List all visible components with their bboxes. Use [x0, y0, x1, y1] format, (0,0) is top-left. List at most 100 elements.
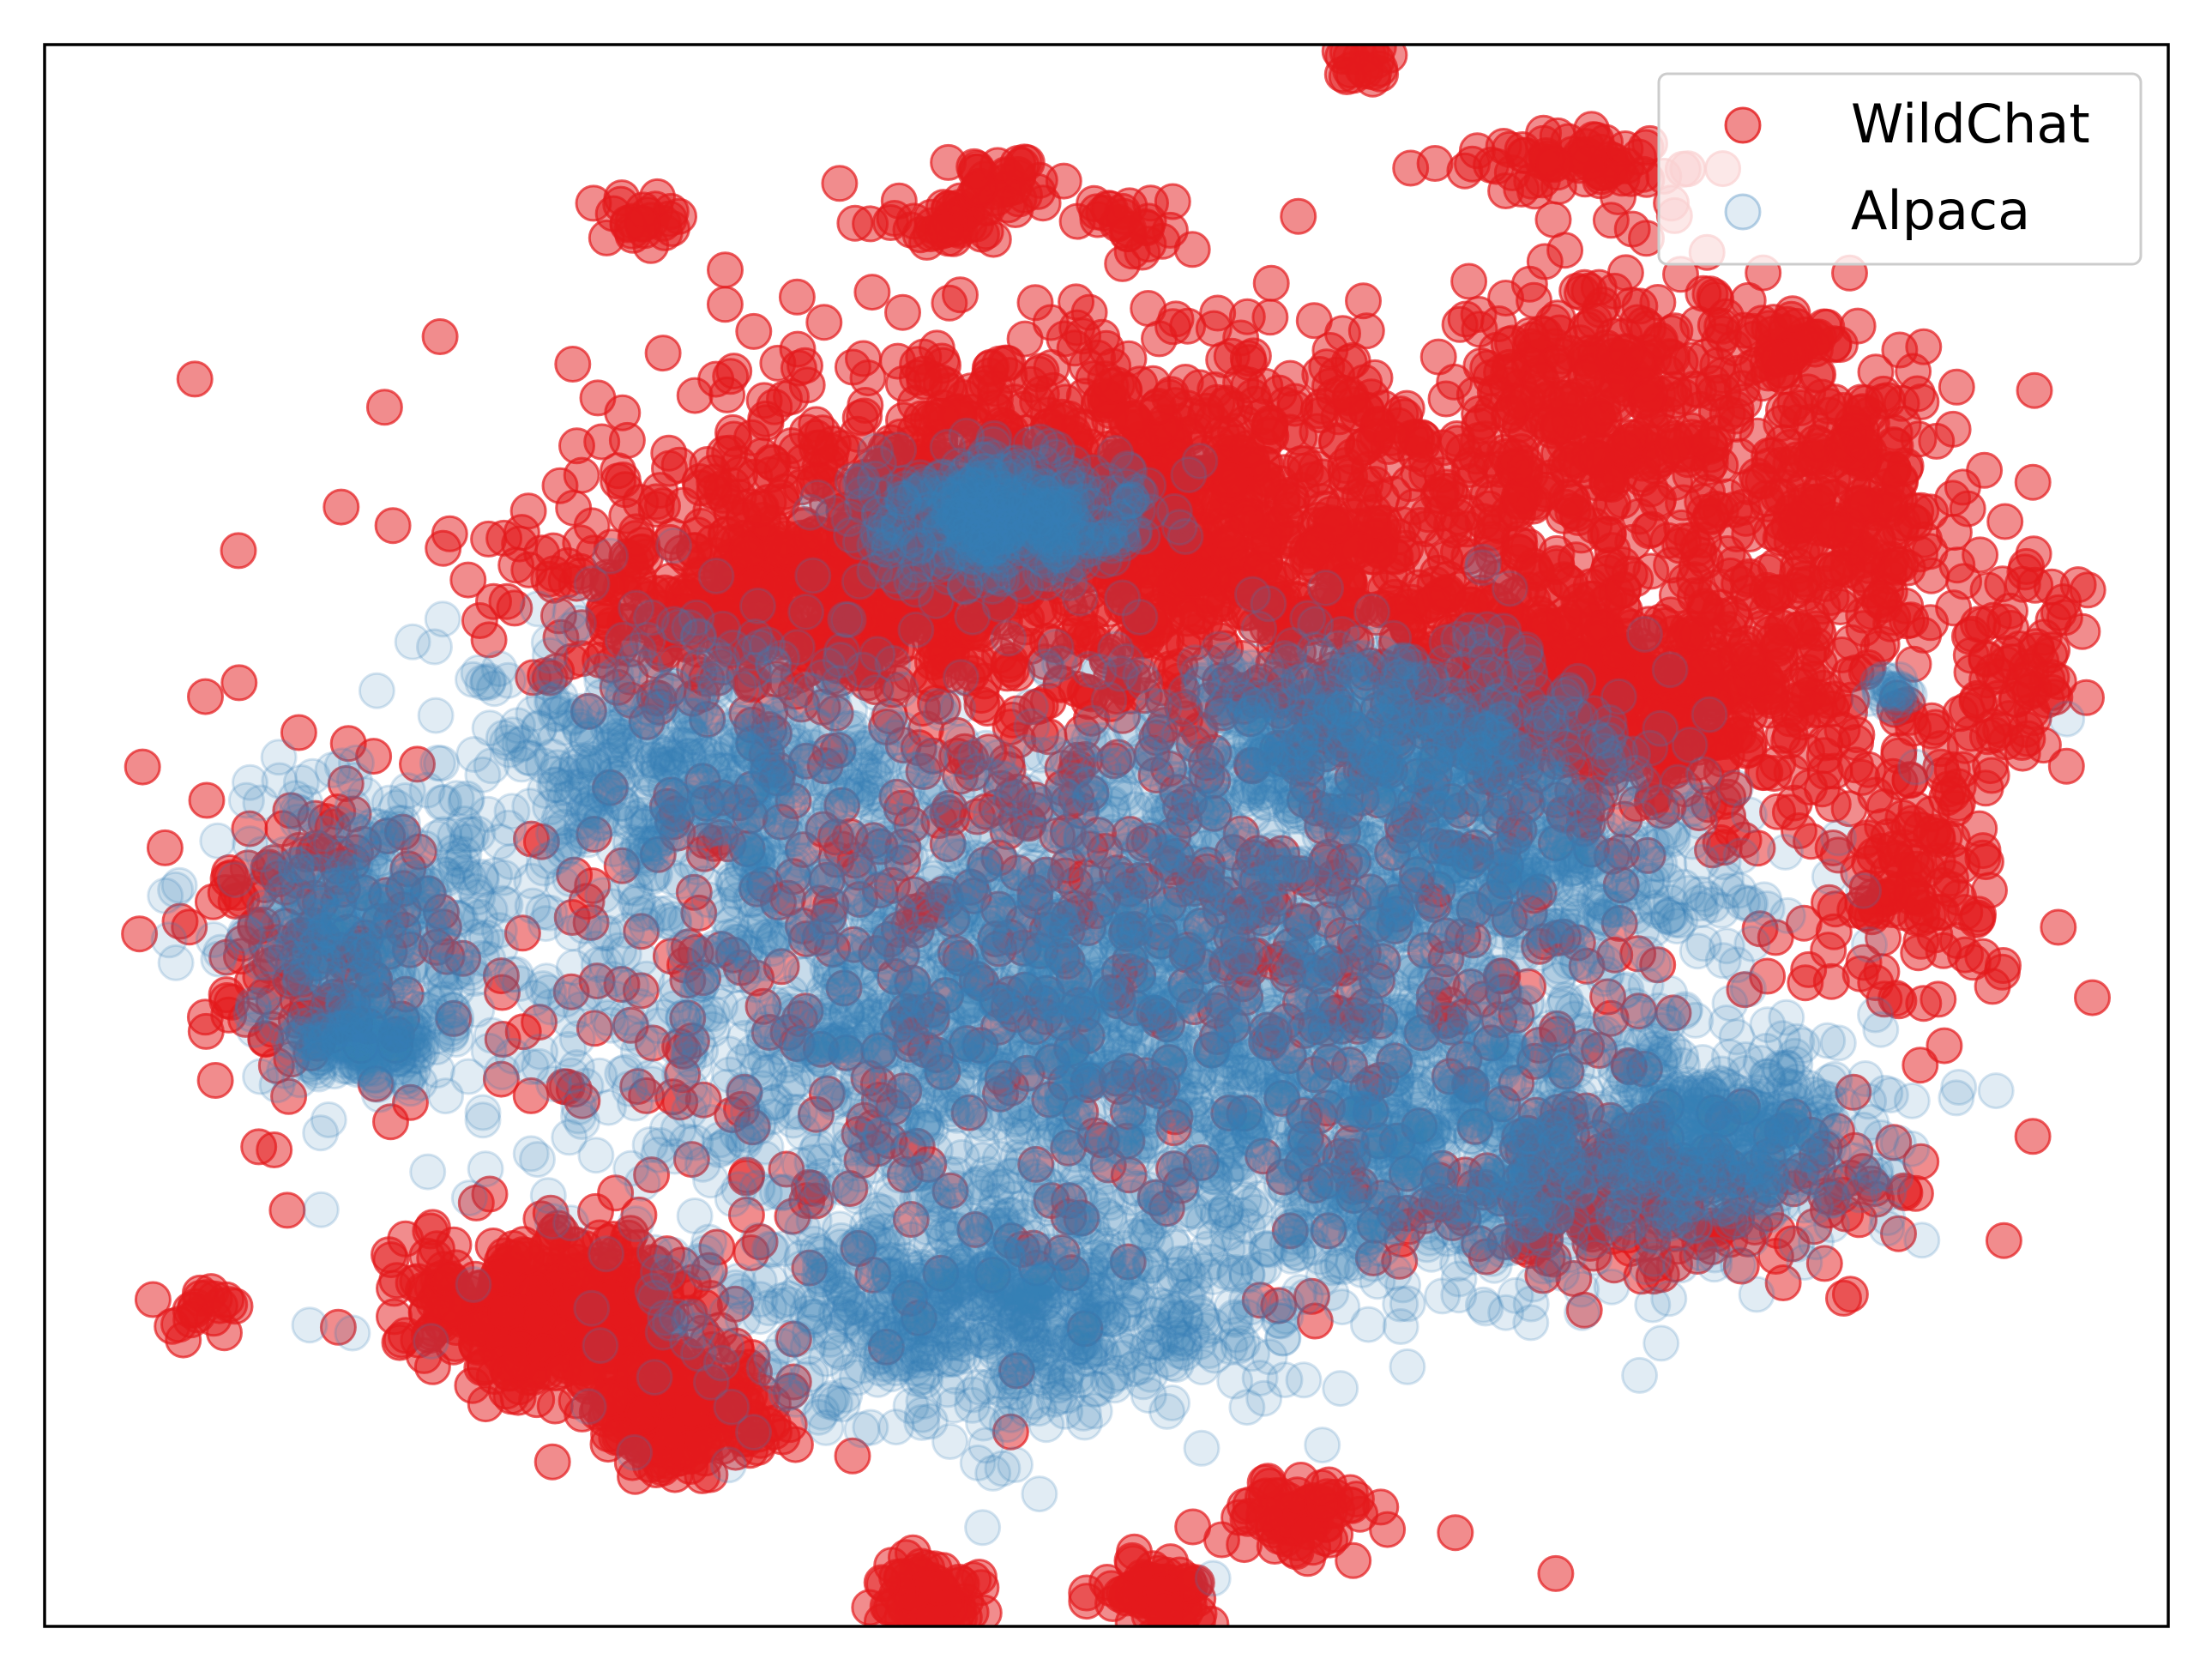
point-wildchat — [435, 1226, 473, 1264]
point-wildchat — [802, 429, 839, 467]
point-wildchat — [728, 534, 766, 571]
point-wildchat — [188, 781, 226, 819]
point-wildchat — [1304, 458, 1341, 496]
scatter-points-layer — [121, 45, 2111, 1626]
point-wildchat — [558, 427, 595, 465]
point-wildchat — [1849, 751, 1887, 788]
point-wildchat — [1614, 523, 1652, 561]
point-wildchat — [742, 489, 780, 527]
point-wildchat — [1271, 491, 1309, 528]
point-wildchat — [1345, 282, 1382, 320]
point-wildchat — [457, 1310, 495, 1348]
point-wildchat — [467, 1385, 504, 1423]
point-wildchat — [841, 399, 879, 437]
point-wildchat — [1892, 601, 1930, 639]
point-wildchat — [1902, 811, 1940, 848]
point-wildchat — [121, 915, 159, 953]
point-wildchat — [1145, 1590, 1183, 1626]
point-wildchat — [1609, 334, 1647, 371]
point-wildchat — [1862, 579, 1900, 617]
point-wildchat — [425, 529, 462, 567]
point-wildchat — [1450, 262, 1488, 300]
point-wildchat — [1056, 329, 1094, 367]
point-wildchat — [1563, 516, 1600, 554]
point-wildchat — [1414, 583, 1452, 621]
point-wildchat — [1629, 380, 1667, 418]
point-wildchat — [487, 1293, 525, 1330]
point-wildchat — [706, 286, 744, 323]
point-wildchat — [1686, 648, 1724, 685]
point-wildchat — [1506, 450, 1544, 488]
point-wildchat — [1793, 600, 1831, 637]
point-wildchat — [759, 344, 797, 382]
point-wildchat — [1251, 299, 1289, 336]
point-wildchat — [1427, 380, 1465, 418]
point-wildchat — [421, 318, 459, 355]
point-wildchat — [1640, 480, 1678, 518]
point-wildchat — [187, 678, 224, 715]
point-wildchat — [1938, 368, 1975, 406]
point-wildchat — [1613, 210, 1651, 248]
point-wildchat — [1419, 338, 1457, 376]
point-wildchat — [2014, 463, 2052, 501]
point-wildchat — [1790, 564, 1828, 602]
point-wildchat — [1683, 577, 1721, 615]
point-wildchat — [1653, 546, 1691, 584]
point-wildchat — [1964, 606, 2002, 644]
point-wildchat — [644, 335, 682, 372]
point-wildchat — [1464, 503, 1502, 540]
point-wildchat — [1857, 964, 1895, 1002]
point-wildchat — [1229, 340, 1267, 377]
point-wildchat — [521, 1300, 558, 1336]
point-wildchat — [187, 1012, 225, 1050]
point-wildchat — [1295, 302, 1333, 340]
point-wildchat — [1912, 493, 1950, 531]
point-wildchat — [1932, 860, 1969, 897]
point-wildchat — [707, 251, 744, 289]
point-wildchat — [1596, 272, 1633, 310]
point-wildchat — [1913, 557, 1950, 594]
point-wildchat — [523, 534, 561, 572]
point-wildchat — [1759, 745, 1797, 782]
point-wildchat — [1092, 367, 1130, 405]
point-wildchat — [1813, 510, 1851, 548]
point-wildchat — [752, 455, 790, 493]
point-wildchat — [1858, 518, 1896, 556]
point-wildchat — [1207, 386, 1245, 424]
point-wildchat — [554, 346, 592, 383]
point-wildchat — [1882, 546, 1920, 583]
point-wildchat — [1438, 425, 1476, 462]
point-wildchat — [1986, 503, 2024, 540]
point-wildchat — [1934, 410, 1972, 448]
point-wildchat — [1384, 506, 1422, 544]
point-wildchat — [374, 507, 412, 545]
point-wildchat — [365, 389, 403, 426]
point-wildchat — [470, 520, 508, 558]
point-wildchat — [2047, 747, 2085, 785]
point-wildchat — [1926, 1027, 1963, 1065]
point-wildchat — [176, 360, 214, 398]
point-wildchat — [1522, 315, 1560, 353]
point-wildchat — [2004, 667, 2041, 704]
point-wildchat — [1362, 1488, 1400, 1526]
point-wildchat — [1846, 426, 1884, 464]
point-wildchat — [1252, 264, 1290, 302]
point-wildchat — [1969, 571, 2007, 609]
point-wildchat — [1174, 1508, 1212, 1546]
point-wildchat — [1964, 839, 2002, 877]
point-wildchat — [1944, 468, 1981, 506]
point-wildchat — [916, 1600, 954, 1626]
point-wildchat — [2040, 908, 2077, 946]
point-wildchat — [1058, 283, 1095, 321]
point-wildchat — [1012, 365, 1050, 403]
point-wildchat — [2016, 566, 2054, 604]
point-wildchat — [1959, 899, 1997, 937]
point-wildchat — [2069, 571, 2107, 609]
point-wildchat — [1585, 401, 1623, 438]
point-wildchat — [1759, 477, 1797, 515]
point-wildchat — [942, 276, 979, 314]
point-wildchat — [372, 1241, 410, 1279]
point-wildchat — [268, 1191, 306, 1229]
point-wildchat — [1905, 985, 1943, 1023]
